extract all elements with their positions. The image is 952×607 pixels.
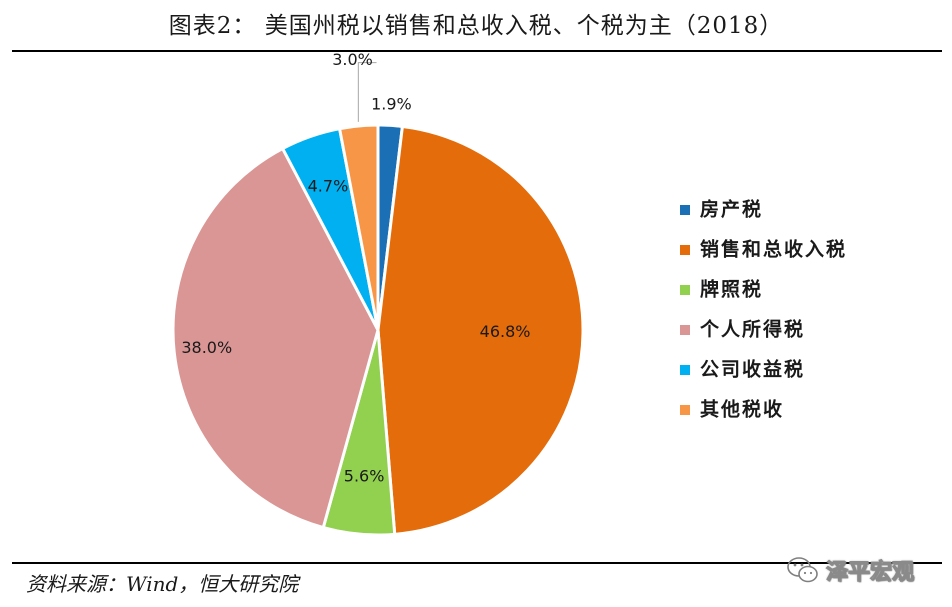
data-label-4: 38.0% [181,338,232,357]
pie-slice-4 [171,146,380,530]
chart-title: 图表2： 美国州税以销售和总收入税、个税为主（2018） [168,13,784,39]
legend-label-6: 其他税收 [700,398,784,421]
data-label-5: 4.7% [308,176,349,195]
legend-label-2: 销售和总收入税 [700,238,847,261]
watermark-text: 泽平宏观 [825,560,915,586]
bottom-rule [12,562,942,564]
pie-slice-6 [337,123,380,331]
legend-swatch-2 [680,245,690,255]
data-label-2: 46.8% [480,322,531,341]
legend-label-3: 牌照税 [700,278,763,301]
legend-swatch-1 [680,205,690,215]
wechat-icon [787,557,818,583]
top-rule [12,50,942,52]
legend-label-1: 房产税 [700,198,763,221]
watermark: 泽平宏观 [786,554,915,586]
pie-slice-2 [376,124,585,536]
data-label-3: 5.6% [344,466,385,485]
legend-label-5: 公司收益税 [700,358,805,381]
legend-label-4: 个人所得税 [699,318,805,341]
data-label-1: 1.9% [371,94,412,113]
legend-swatch-5 [680,365,690,375]
data-label-6: 3.0% [332,50,373,69]
legend-swatch-6 [680,405,690,415]
legend-swatch-4 [680,325,690,335]
legend-swatch-3 [680,285,690,295]
leader-line [357,62,377,122]
source-note: 资料来源：Wind，恒大研究院 [26,572,299,596]
